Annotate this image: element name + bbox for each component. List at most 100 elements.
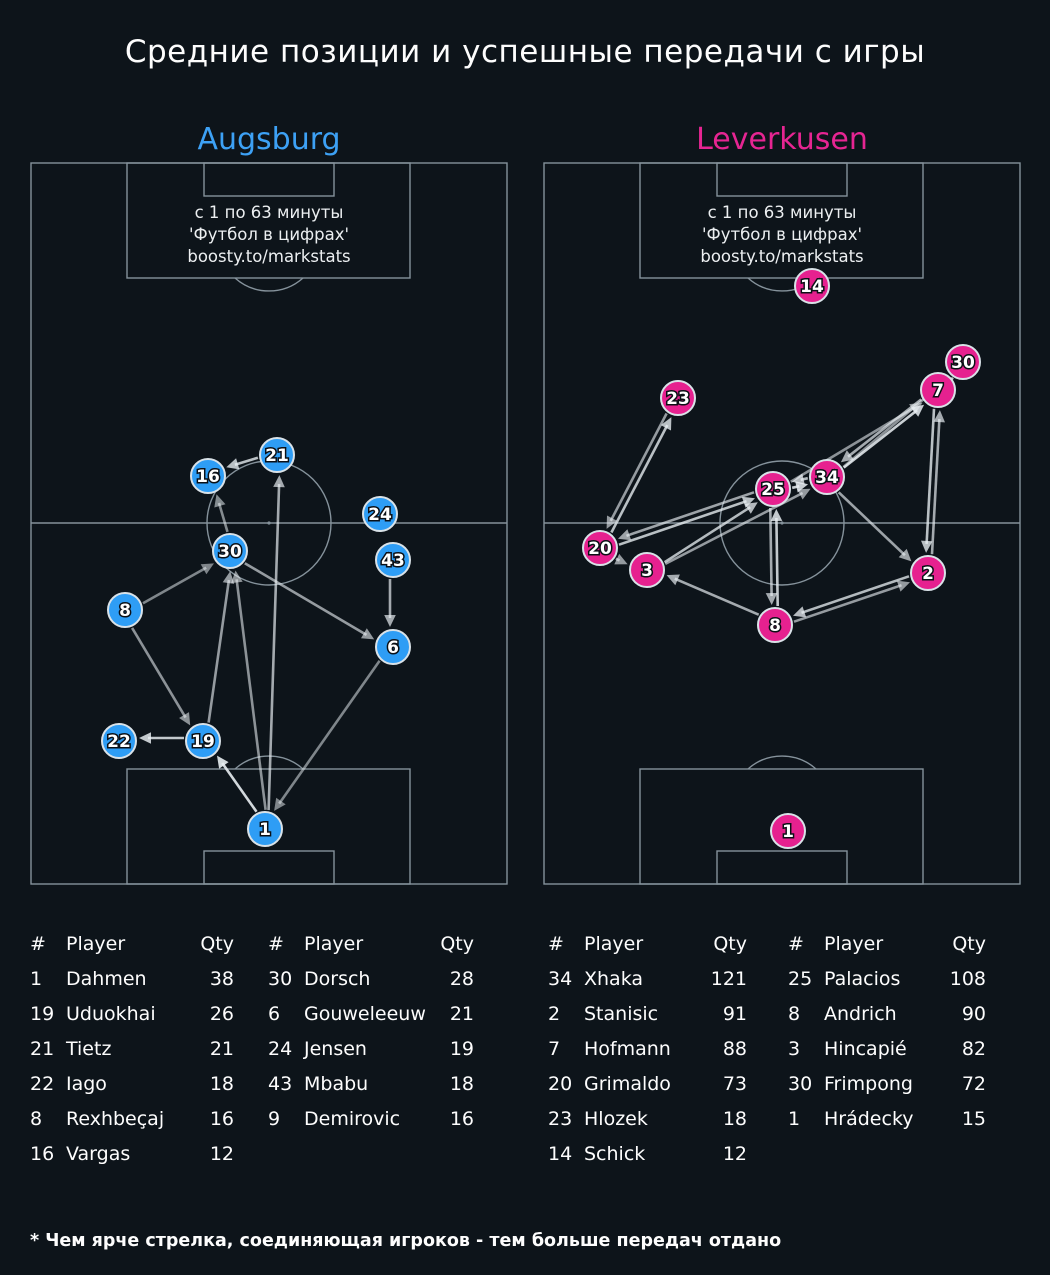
pass-arrowhead: [614, 553, 628, 565]
watermark-line: 'Футбол в цифрах': [702, 225, 862, 244]
player-node-1: 1: [247, 811, 283, 847]
pass-arrow: [267, 484, 281, 811]
table-row: 6 Gouweleeuw 21: [268, 996, 474, 1031]
row-player-qty: 38: [209, 967, 234, 990]
row-player-number: 30: [268, 967, 293, 990]
pass-arrowhead: [744, 502, 758, 514]
player-number: 30: [951, 353, 975, 373]
row-player-number: 1: [30, 967, 43, 990]
team-title-augsburg: Augsburg: [197, 122, 341, 157]
row-player-name: Hlozek: [584, 1107, 648, 1130]
player-node-30: 30: [212, 533, 248, 569]
stats-table-4: # Player Qty 25 Palacios 108 8 Andrich 90 3 Hincap…: [788, 926, 986, 1136]
pass-arrow: [221, 762, 258, 813]
player-node-14: 14: [794, 268, 830, 304]
table-row: 24 Jensen 19: [268, 1031, 474, 1066]
player-circle: [582, 530, 618, 566]
player-circle: [757, 607, 793, 643]
player-node-8: 8: [757, 607, 793, 643]
row-player-number: 25: [788, 967, 813, 990]
row-player-qty: 18: [449, 1072, 474, 1095]
player-node-6: 6: [375, 629, 411, 665]
row-player-name: Iago: [66, 1072, 107, 1095]
row-player-number: 19: [30, 1002, 55, 1025]
row-player-number: 24: [268, 1037, 293, 1060]
pass-arrow: [847, 398, 923, 458]
pass-arrowhead: [618, 529, 632, 541]
table-row: 7 Hofmann 88: [548, 1031, 747, 1066]
row-player-qty: 18: [209, 1072, 234, 1095]
header-qty: Qty: [952, 932, 986, 955]
pass-arrowhead: [226, 458, 240, 470]
player-circle: [629, 552, 665, 588]
pass-arrowhead: [231, 570, 243, 584]
pass-arrows: [130, 456, 396, 813]
row-player-number: 7: [548, 1037, 561, 1060]
player-circle: [770, 813, 806, 849]
table-header-row: # Player Qty: [548, 926, 747, 961]
row-player-name: Rexhbeçaj: [66, 1107, 165, 1130]
player-number: 2: [922, 564, 934, 584]
player-circle: [375, 542, 411, 578]
pass-arrow: [244, 562, 368, 637]
pass-arrow: [769, 507, 773, 597]
row-player-qty: 28: [449, 967, 474, 990]
row-player-name: Dorsch: [304, 967, 371, 990]
player-node-8: 8: [107, 592, 143, 628]
table-row: 8 Rexhbeçaj 16: [30, 1101, 234, 1136]
player-circle: [101, 723, 137, 759]
pass-arrow: [793, 583, 902, 623]
watermark-line: 'Футбол в цифрах': [189, 225, 349, 244]
player-node-23: 23: [660, 380, 696, 416]
row-player-qty: 108: [949, 967, 986, 990]
row-player-name: Palacios: [824, 967, 901, 990]
pass-arrow: [775, 517, 779, 607]
row-player-qty: 15: [961, 1107, 986, 1130]
pass-arrowhead: [898, 548, 912, 562]
table-row: 16 Vargas 12: [30, 1136, 234, 1171]
pass-arrowhead: [666, 574, 680, 586]
player-node-7: 7: [920, 372, 956, 408]
pass-arrow: [674, 577, 760, 616]
player-circle: [259, 437, 295, 473]
player-circle: [247, 811, 283, 847]
header-player: Player: [66, 932, 126, 955]
player-node-34: 34: [809, 459, 845, 495]
player-node-1: 1: [770, 813, 806, 849]
player-number: 1: [782, 822, 794, 842]
header-player: Player: [824, 932, 884, 955]
player-number: 20: [588, 539, 612, 559]
pass-arrowhead: [139, 732, 151, 744]
row-player-name: Tietz: [66, 1037, 112, 1060]
player-number: 16: [196, 467, 220, 487]
watermark-line: boosty.to/markstats: [700, 247, 863, 266]
table-row: 25 Palacios 108: [788, 961, 986, 996]
pass-arrow: [801, 575, 910, 615]
row-player-name: Gouweleeuw: [304, 1002, 426, 1025]
player-number: 8: [119, 601, 131, 621]
table-row: 34 Xhaka 121: [548, 961, 747, 996]
pass-arrowhead: [384, 615, 396, 627]
player-number: 43: [381, 551, 405, 571]
pass-arrowhead: [606, 515, 618, 529]
row-player-number: 3: [788, 1037, 801, 1060]
player-circle: [107, 592, 143, 628]
player-circle: [185, 723, 221, 759]
pass-arrowhead: [797, 488, 811, 500]
header-player: Player: [304, 932, 364, 955]
player-number: 14: [800, 277, 824, 297]
row-player-qty: 18: [722, 1107, 747, 1130]
header-num: #: [788, 932, 804, 955]
player-node-16: 16: [190, 458, 226, 494]
pass-arrowhead: [179, 712, 191, 726]
pass-arrowhead: [765, 593, 778, 605]
pass-arrow: [626, 491, 755, 538]
player-number: 25: [761, 480, 785, 500]
player-circle: [945, 344, 981, 380]
row-player-name: Xhaka: [584, 967, 644, 990]
header-player: Player: [584, 932, 644, 955]
player-node-3: 3: [629, 552, 665, 588]
header-qty: Qty: [440, 932, 474, 955]
player-node-25: 25: [755, 471, 791, 507]
player-node-21: 21: [259, 437, 295, 473]
